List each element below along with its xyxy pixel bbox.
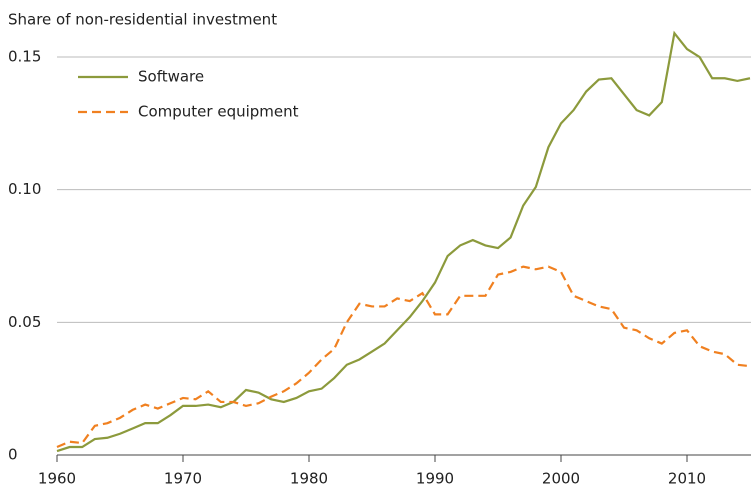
series-line <box>56 30 751 453</box>
legend-label: Software <box>138 68 204 86</box>
y-tick-label: 0.10 <box>8 180 41 198</box>
x-tick-label: 1970 <box>164 469 202 487</box>
y-tick-label: 0 <box>8 445 18 463</box>
x-tick-label: 2000 <box>542 469 580 487</box>
x-tick-label: 1960 <box>38 469 76 487</box>
x-tick-label: 2010 <box>668 469 706 487</box>
y-axis-label: Share of non-residential investment <box>8 11 277 29</box>
series-line <box>56 265 751 449</box>
legend-label: Computer equipment <box>138 103 299 121</box>
y-tick-label: 0.05 <box>8 313 41 331</box>
x-tick-label: 1990 <box>416 469 454 487</box>
y-tick-label: 0.15 <box>8 48 41 66</box>
x-tick-label: 1980 <box>290 469 328 487</box>
